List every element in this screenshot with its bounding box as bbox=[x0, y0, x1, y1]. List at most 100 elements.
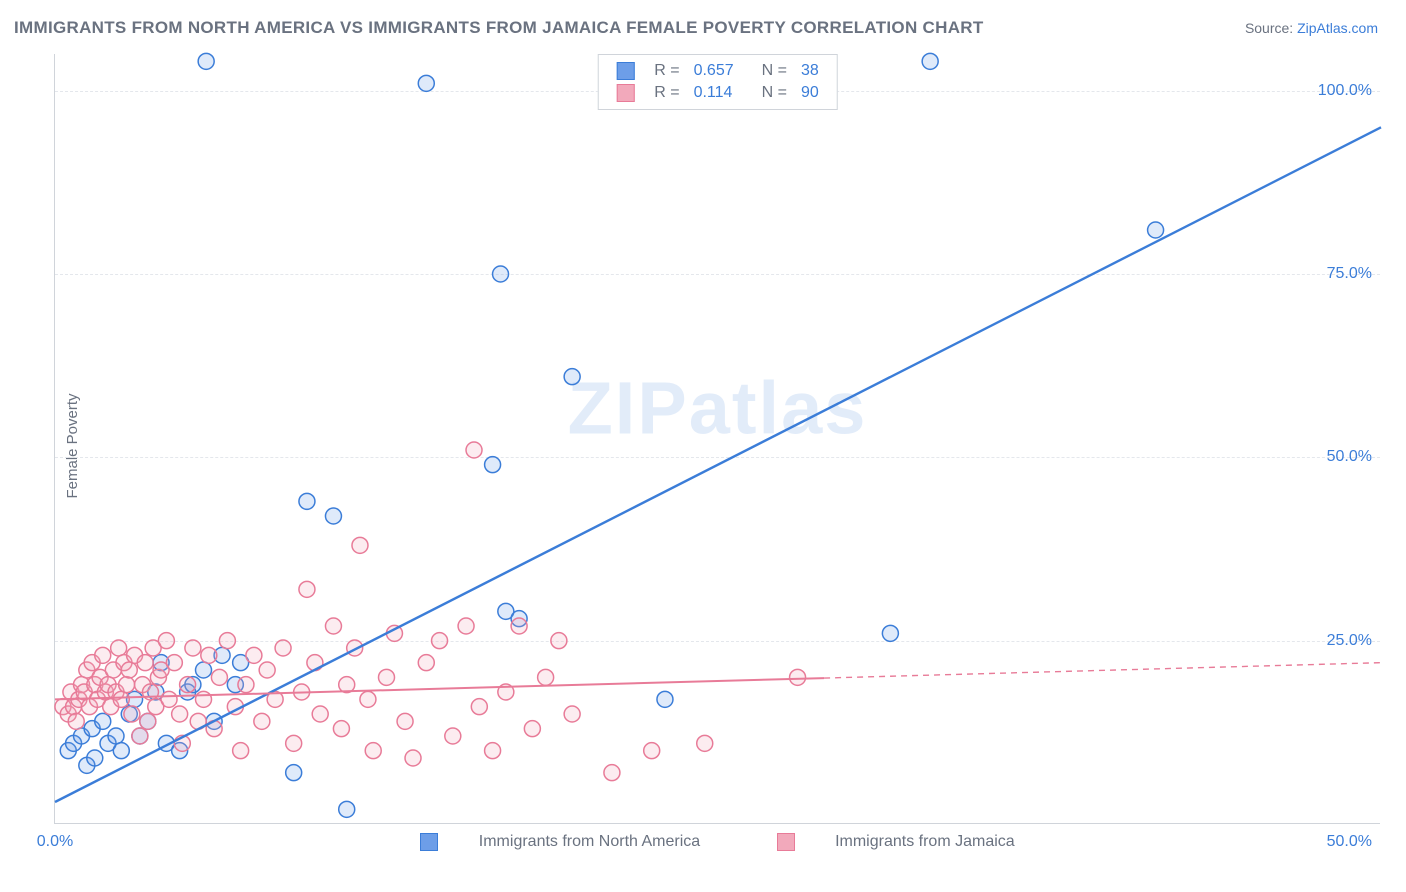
scatter-point bbox=[466, 442, 482, 458]
scatter-point bbox=[286, 735, 302, 751]
scatter-point bbox=[113, 691, 129, 707]
scatter-point bbox=[551, 633, 567, 649]
scatter-point bbox=[471, 699, 487, 715]
scatter-point bbox=[564, 369, 580, 385]
source-attribution: Source: ZipAtlas.com bbox=[1245, 20, 1378, 36]
scatter-point bbox=[644, 743, 660, 759]
legend-correlation-box: R = 0.657 N = 38 R = 0.114 N = 90 bbox=[597, 54, 838, 110]
legend-bottom-label-jm: Immigrants from Jamaica bbox=[835, 833, 1015, 850]
scatter-point bbox=[360, 691, 376, 707]
scatter-point bbox=[445, 728, 461, 744]
scatter-point bbox=[95, 713, 111, 729]
scatter-point bbox=[493, 266, 509, 282]
legend-bottom-item-na: Immigrants from North America bbox=[402, 833, 722, 850]
legend-r-label: R = bbox=[648, 83, 685, 103]
legend-row-series1: R = 0.657 N = 38 bbox=[610, 61, 825, 81]
scatter-point bbox=[286, 765, 302, 781]
legend-n-label: N = bbox=[756, 61, 793, 81]
source-label: Source: bbox=[1245, 20, 1293, 36]
scatter-point bbox=[111, 640, 127, 656]
scatter-point bbox=[198, 53, 214, 69]
chart-svg bbox=[55, 54, 1380, 823]
scatter-point bbox=[333, 721, 349, 737]
scatter-point bbox=[137, 655, 153, 671]
scatter-point bbox=[485, 743, 501, 759]
scatter-point bbox=[458, 618, 474, 634]
scatter-point bbox=[312, 706, 328, 722]
legend-swatch-na bbox=[616, 62, 634, 80]
legend-bottom: Immigrants from North America Immigrants… bbox=[55, 833, 1380, 851]
scatter-point bbox=[196, 662, 212, 678]
legend-r-value-jm: 0.114 bbox=[688, 83, 740, 103]
scatter-point bbox=[339, 801, 355, 817]
scatter-point bbox=[185, 640, 201, 656]
source-link[interactable]: ZipAtlas.com bbox=[1297, 20, 1378, 36]
scatter-point bbox=[132, 728, 148, 744]
scatter-point bbox=[697, 735, 713, 751]
scatter-point bbox=[108, 728, 124, 744]
legend-r-value-na: 0.657 bbox=[688, 61, 740, 81]
scatter-point bbox=[432, 633, 448, 649]
chart-plot-area: ZIPatlas R = 0.657 N = 38 R = 0.114 N = … bbox=[54, 54, 1380, 824]
legend-bottom-item-jm: Immigrants from Jamaica bbox=[759, 833, 1033, 850]
scatter-point bbox=[307, 655, 323, 671]
scatter-point bbox=[365, 743, 381, 759]
scatter-point bbox=[325, 508, 341, 524]
scatter-point bbox=[113, 743, 129, 759]
regression-line bbox=[55, 127, 1381, 802]
legend-n-value-na: 38 bbox=[795, 61, 825, 81]
scatter-point bbox=[405, 750, 421, 766]
scatter-point bbox=[211, 669, 227, 685]
scatter-point bbox=[352, 537, 368, 553]
scatter-point bbox=[196, 691, 212, 707]
scatter-point bbox=[397, 713, 413, 729]
scatter-point bbox=[418, 75, 434, 91]
scatter-point bbox=[246, 647, 262, 663]
legend-n-label: N = bbox=[756, 83, 793, 103]
scatter-point bbox=[299, 493, 315, 509]
legend-r-label: R = bbox=[648, 61, 685, 81]
legend-swatch-jm-icon bbox=[777, 833, 795, 851]
scatter-point bbox=[275, 640, 291, 656]
scatter-point bbox=[538, 669, 554, 685]
scatter-point bbox=[299, 581, 315, 597]
chart-title: IMMIGRANTS FROM NORTH AMERICA VS IMMIGRA… bbox=[14, 18, 984, 38]
scatter-point bbox=[922, 53, 938, 69]
scatter-point bbox=[657, 691, 673, 707]
legend-swatch-na-icon bbox=[420, 833, 438, 851]
scatter-point bbox=[524, 721, 540, 737]
legend-swatch-jm bbox=[616, 84, 634, 102]
scatter-point bbox=[87, 750, 103, 766]
scatter-point bbox=[418, 655, 434, 671]
scatter-point bbox=[161, 691, 177, 707]
scatter-point bbox=[95, 647, 111, 663]
scatter-point bbox=[140, 713, 156, 729]
regression-line bbox=[55, 678, 824, 699]
scatter-point bbox=[233, 743, 249, 759]
scatter-point bbox=[604, 765, 620, 781]
legend-n-value-jm: 90 bbox=[795, 83, 825, 103]
scatter-point bbox=[238, 677, 254, 693]
scatter-point bbox=[166, 655, 182, 671]
scatter-point bbox=[379, 669, 395, 685]
scatter-point bbox=[172, 706, 188, 722]
scatter-point bbox=[121, 662, 137, 678]
regression-line-dashed bbox=[824, 663, 1381, 678]
scatter-point bbox=[180, 677, 196, 693]
scatter-point bbox=[68, 713, 84, 729]
scatter-point bbox=[882, 625, 898, 641]
scatter-point bbox=[790, 669, 806, 685]
scatter-point bbox=[219, 633, 235, 649]
scatter-point bbox=[564, 706, 580, 722]
scatter-point bbox=[119, 677, 135, 693]
scatter-point bbox=[325, 618, 341, 634]
scatter-point bbox=[1148, 222, 1164, 238]
scatter-point bbox=[485, 457, 501, 473]
scatter-point bbox=[259, 662, 275, 678]
scatter-point bbox=[254, 713, 270, 729]
scatter-point bbox=[158, 633, 174, 649]
scatter-point bbox=[201, 647, 217, 663]
scatter-point bbox=[124, 706, 140, 722]
legend-row-series2: R = 0.114 N = 90 bbox=[610, 83, 825, 103]
legend-bottom-label-na: Immigrants from North America bbox=[479, 833, 700, 850]
